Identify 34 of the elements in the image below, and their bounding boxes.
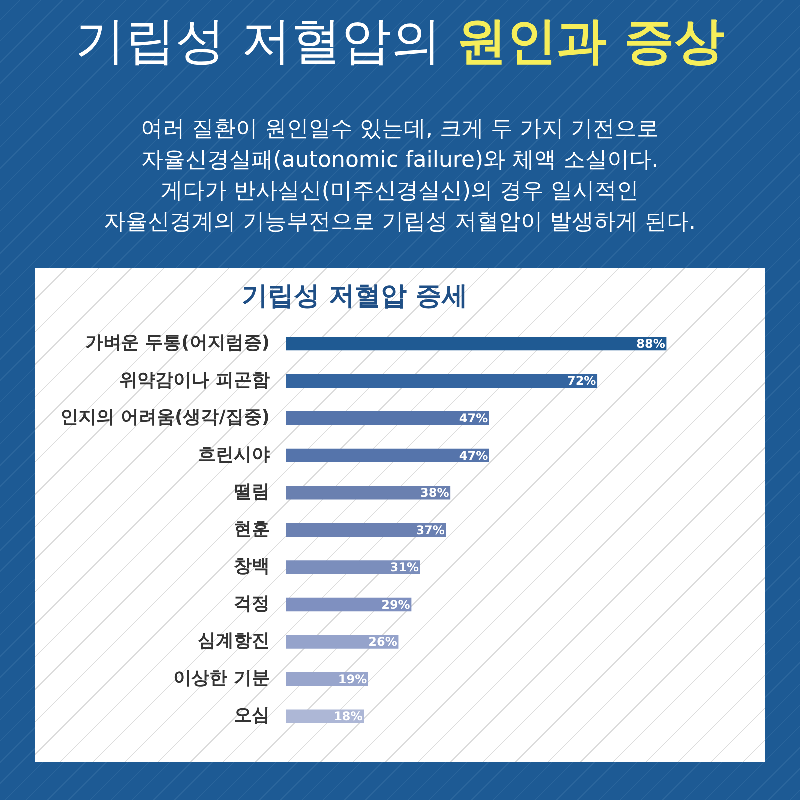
y-tick-label: 위약감이나 피곤함 [120,370,270,391]
y-tick-label: 인지의 어려움(생각/집중) [60,407,270,428]
bar [286,374,598,388]
y-tick-label: 심계항진 [198,630,270,652]
bar [286,560,420,574]
data-label: 26% [368,635,398,650]
y-tick-label: 걱정 [234,593,270,614]
y-tick-label: 창백 [234,556,270,578]
data-label: 47% [459,448,488,463]
chart-subtitle: 여러 질환이 원인일수 있는데, 크게 두 가지 기전으로 자율신경실패(autonomic failure)와 체액 소실이다. 게다가 반사실신(미주신경실신)의 경우 일시적인 자율신경계의 기능부전으로 기립성 저혈압이 발생하게 된다. [103,116,697,237]
data-label: 47% [459,412,488,426]
bar [286,486,451,500]
text: 기립성 저혈압 증세 [242,281,468,312]
chart-title: 기립성 저혈압의 원인과 증상 [75,12,725,70]
bar [286,412,490,426]
data-label: 38% [420,486,450,500]
data-label: 72% [567,374,596,388]
bar [286,523,446,538]
bar [286,337,667,351]
data-label: 88% [636,336,666,351]
data-label: 37% [416,523,445,538]
data-label: 19% [338,672,368,686]
bar [286,635,399,649]
data-label: 29% [382,598,410,612]
y-tick-label: 이상한 기분 [174,668,270,689]
y-tick-label: 현훈 [234,518,270,540]
y-tick-label: 오심 [234,705,270,726]
y-tick-label: 떨림 [234,482,270,503]
bar [286,598,412,612]
data-label: 18% [334,710,363,724]
bar [286,448,490,462]
y-tick-label: 가벼운 두통(어지럼증) [85,332,270,354]
y-tick-label: 흐린시야 [198,444,270,466]
data-label: 31% [390,560,419,575]
